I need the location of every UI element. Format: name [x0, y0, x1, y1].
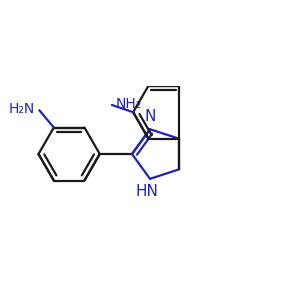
- Text: NH₂: NH₂: [116, 97, 142, 111]
- Text: N: N: [144, 109, 156, 124]
- Text: H₂N: H₂N: [8, 102, 34, 116]
- Text: HN: HN: [135, 184, 158, 200]
